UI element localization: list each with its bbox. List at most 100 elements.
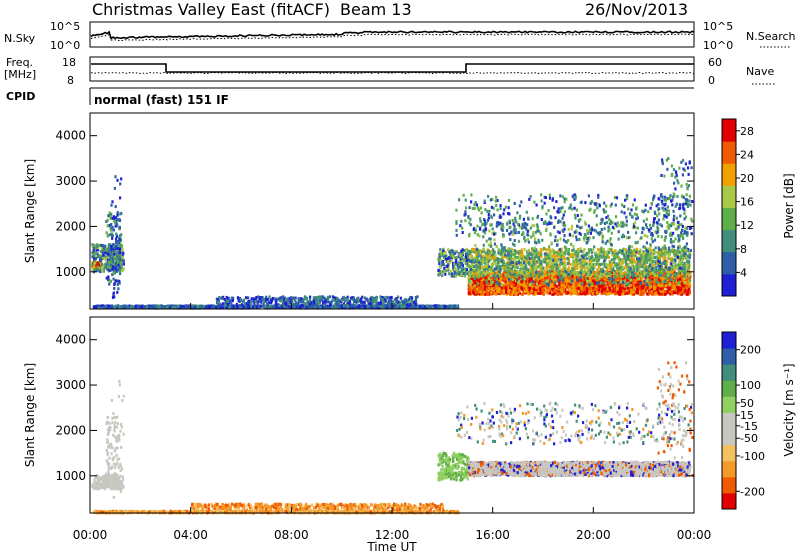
range-cell xyxy=(114,279,117,283)
range-cell xyxy=(98,304,101,308)
range-cell xyxy=(510,281,513,285)
range-cell xyxy=(350,304,353,307)
range-cell xyxy=(476,280,479,284)
range-cell xyxy=(551,280,554,284)
range-cell xyxy=(592,274,595,278)
range-cell xyxy=(95,304,98,308)
range-cell xyxy=(634,283,637,287)
range-cell xyxy=(592,286,595,290)
range-cell xyxy=(140,305,143,309)
range-cell xyxy=(491,285,495,289)
range-cell xyxy=(350,296,353,300)
range-cell xyxy=(223,303,226,307)
date-title: 26/Nov/2013 xyxy=(585,0,688,19)
range-cell xyxy=(526,285,530,289)
range-cell xyxy=(360,304,363,308)
range-cell xyxy=(660,293,664,296)
range-cell xyxy=(599,277,603,280)
range-cell xyxy=(453,263,456,267)
range-cell xyxy=(264,297,267,301)
range-cell xyxy=(239,298,242,301)
range-cell xyxy=(537,286,540,290)
range-cell xyxy=(107,278,110,282)
range-cell xyxy=(279,299,282,303)
range-cell xyxy=(110,250,113,253)
range-cell xyxy=(347,305,350,309)
range-cell xyxy=(328,295,331,299)
range-cell xyxy=(568,289,572,293)
range-cell xyxy=(316,304,319,308)
range-cell xyxy=(676,289,680,293)
range-cell xyxy=(120,251,123,255)
range-cell xyxy=(363,300,366,304)
range-cell xyxy=(460,250,463,253)
range-cell xyxy=(364,297,367,301)
range-cell xyxy=(259,299,263,303)
range-cell xyxy=(504,279,508,283)
range-cell xyxy=(333,305,336,309)
freq-label-line1: Freq. xyxy=(6,56,33,69)
range-cell xyxy=(473,284,477,288)
range-cell xyxy=(96,245,99,248)
range-cell xyxy=(100,262,104,266)
range-cell xyxy=(470,278,474,281)
range-cell xyxy=(503,277,507,281)
range-cell xyxy=(193,306,196,310)
range-cell xyxy=(95,243,99,247)
range-cell xyxy=(443,305,446,309)
range-cell xyxy=(660,281,664,285)
range-cell xyxy=(107,214,110,218)
range-cell xyxy=(110,244,113,248)
range-cell xyxy=(655,277,658,280)
range-cell xyxy=(122,262,125,266)
range-cell xyxy=(112,249,115,253)
range-cell xyxy=(303,297,306,301)
range-cell xyxy=(175,306,178,310)
range-cell xyxy=(355,297,358,301)
range-cell xyxy=(216,302,219,306)
range-cell xyxy=(392,301,395,305)
range-cell xyxy=(106,218,109,222)
range-cell xyxy=(109,258,112,262)
range-cell xyxy=(405,306,408,309)
range-cell xyxy=(223,297,226,301)
range-cell xyxy=(629,288,633,292)
range-cell xyxy=(484,290,488,293)
range-cell xyxy=(115,304,118,308)
range-cell xyxy=(102,306,105,309)
range-cell xyxy=(235,302,238,306)
range-cell xyxy=(572,278,575,282)
range-cell xyxy=(352,297,356,301)
range-cell xyxy=(566,291,570,295)
range-cell xyxy=(568,287,571,291)
range-cell xyxy=(544,286,548,290)
range-cell xyxy=(671,291,674,295)
range-cell xyxy=(371,296,374,300)
range-cell xyxy=(566,275,569,279)
range-cell xyxy=(650,289,654,293)
range-cell xyxy=(116,218,119,222)
range-cell xyxy=(597,284,601,288)
range-cell xyxy=(269,304,272,308)
range-cell xyxy=(581,285,585,289)
range-cell xyxy=(506,288,509,292)
range-cell xyxy=(501,285,505,289)
range-cell xyxy=(250,297,253,301)
range-cell xyxy=(481,292,485,296)
range-cell xyxy=(107,260,111,264)
range-cell xyxy=(122,259,125,263)
range-cell xyxy=(282,299,285,303)
range-cell xyxy=(319,298,322,302)
range-cell xyxy=(653,289,656,293)
range-cell xyxy=(415,300,418,304)
range-cell xyxy=(199,304,202,308)
range-cell xyxy=(566,284,569,288)
range-cell xyxy=(340,304,343,308)
nave-right-tick-top: 60 xyxy=(708,56,722,69)
range-cell xyxy=(116,253,120,257)
nsky-right-tick-top: 10^5 xyxy=(703,20,733,33)
range-cell xyxy=(680,278,684,282)
range-cell xyxy=(540,278,544,282)
range-cell xyxy=(104,262,107,266)
range-cell xyxy=(115,237,118,241)
